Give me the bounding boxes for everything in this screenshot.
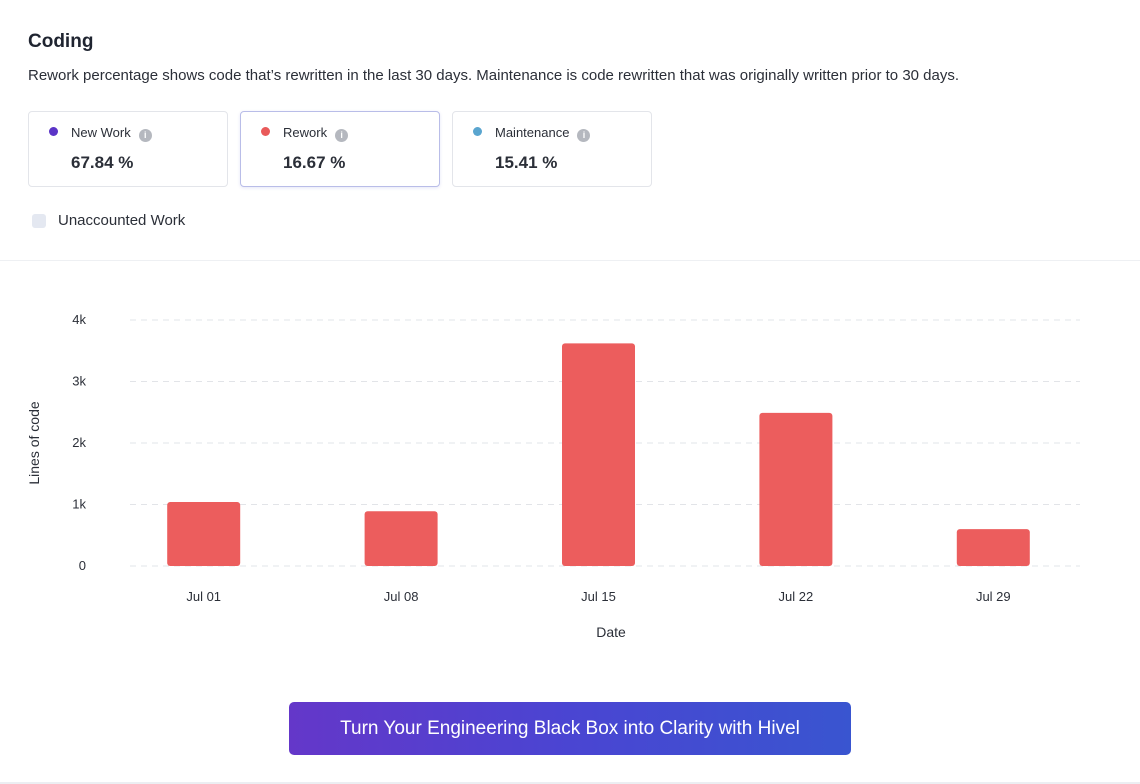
metric-card-new-work[interactable]: New Work i 67.84 %	[28, 111, 228, 187]
cta-button[interactable]: Turn Your Engineering Black Box into Cla…	[289, 702, 851, 755]
info-icon[interactable]: i	[335, 128, 349, 142]
new-work-legend-dot	[49, 127, 58, 136]
bar	[364, 511, 438, 566]
rework-bar-chart: 0 1k 2k 3k 4k Jul 01 Jul 08 Jul 15 Jul 22 Jul 29 D…	[26, 312, 1080, 640]
metric-card-label: New Work	[71, 125, 131, 140]
unaccounted-work-checkbox[interactable]	[32, 213, 46, 228]
metric-card-value: 15.41 %	[495, 153, 558, 172]
metric-card-label: Rework	[283, 125, 328, 140]
x-tick-label: Jul 22	[779, 589, 814, 604]
x-axis-title: Date	[596, 624, 626, 640]
y-tick-label: 1k	[72, 497, 86, 512]
metric-card-rework[interactable]: Rework i 16.67 %	[240, 111, 440, 187]
info-icon[interactable]: i	[138, 128, 152, 142]
unaccounted-work-toggle[interactable]: Unaccounted Work	[32, 212, 185, 229]
metric-cards: New Work i 67.84 % Rework i 16.67 % Mainte…	[28, 111, 652, 187]
info-icon[interactable]: i	[577, 128, 591, 142]
y-tick-label: 4k	[72, 312, 86, 327]
y-tick-label: 2k	[72, 435, 86, 450]
x-tick-label: Jul 15	[581, 589, 616, 604]
bar	[956, 529, 1030, 566]
bar	[562, 343, 635, 566]
bar	[759, 412, 833, 566]
bar	[167, 502, 241, 566]
metric-card-maintenance[interactable]: Maintenance i 15.41 %	[452, 111, 652, 187]
rework-legend-dot	[261, 127, 270, 136]
x-tick-label: Jul 29	[976, 589, 1011, 604]
section-title: Coding	[28, 31, 94, 52]
unaccounted-work-label: Unaccounted Work	[58, 212, 186, 229]
section-description: Rework percentage shows code that’s rewr…	[28, 67, 960, 84]
x-tick-label: Jul 08	[384, 589, 419, 604]
bottom-divider	[0, 782, 1140, 784]
metric-card-value: 16.67 %	[283, 153, 346, 172]
y-tick-label: 3k	[72, 374, 86, 389]
section-divider	[0, 260, 1140, 261]
maintenance-legend-dot	[473, 127, 482, 136]
x-tick-label: Jul 01	[186, 589, 221, 604]
metric-card-value: 67.84 %	[71, 153, 134, 172]
y-axis-title: Lines of code	[26, 401, 42, 484]
metric-card-label: Maintenance	[495, 125, 570, 140]
y-tick-label: 0	[79, 558, 86, 573]
